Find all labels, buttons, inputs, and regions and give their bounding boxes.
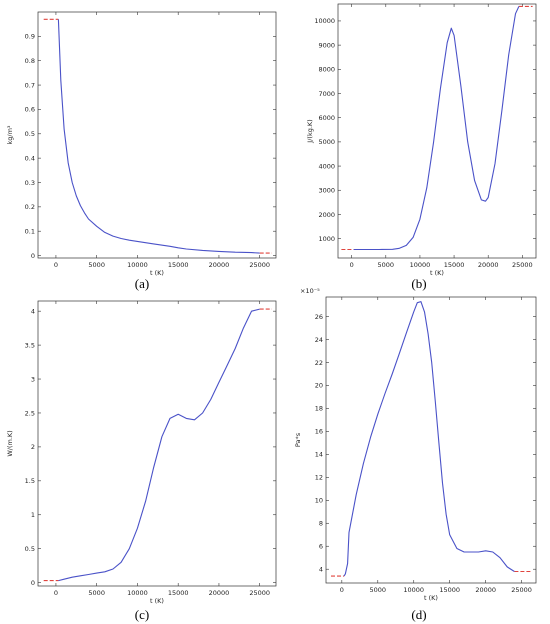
y-axis-label: J/(kg.K) bbox=[306, 119, 314, 143]
y-tick-label: 0.2 bbox=[25, 203, 35, 211]
x-axis-label: t (K) bbox=[430, 269, 444, 277]
y-tick-label: 3.5 bbox=[25, 341, 35, 349]
y-tick-label: 2000 bbox=[318, 211, 335, 219]
x-tick-label: 0 bbox=[340, 586, 344, 594]
y-tick-label: 8000 bbox=[318, 66, 335, 74]
x-tick-label: 25000 bbox=[512, 261, 533, 269]
x-tick-label: 0 bbox=[54, 261, 58, 269]
y-tick-label: 10000 bbox=[314, 17, 335, 25]
x-tick-label: 10000 bbox=[127, 261, 148, 269]
plot-frame bbox=[337, 3, 537, 259]
x-tick-label: 20000 bbox=[209, 261, 230, 269]
x-tick-label: 10000 bbox=[410, 261, 431, 269]
y-tick-label: 10 bbox=[315, 497, 323, 505]
y-tick-label: 24 bbox=[315, 336, 323, 344]
y-tick-label: 1 bbox=[31, 511, 35, 519]
y-tick-label: 0.8 bbox=[25, 57, 35, 65]
x-tick-label: 0 bbox=[350, 261, 354, 269]
y-tick-label: 0.3 bbox=[25, 179, 35, 187]
plot-frame bbox=[37, 300, 277, 587]
y-tick-label: 4 bbox=[31, 307, 35, 315]
x-tick-label: 0 bbox=[54, 589, 58, 597]
y-tick-label: 9000 bbox=[318, 41, 335, 49]
y-tick-label: 6000 bbox=[318, 114, 335, 122]
x-tick-label: 25000 bbox=[249, 261, 270, 269]
panel-c: 0 5000 10000 15000 20000 25000 0 0.5 1 1.5 2 2.5 3 3.… bbox=[6, 300, 277, 605]
x-tick-label: 10000 bbox=[403, 586, 424, 594]
series-line bbox=[57, 19, 260, 254]
y-tick-label: 0.5 bbox=[25, 545, 35, 553]
y-tick-label: 1.5 bbox=[25, 477, 35, 485]
y-tick-label: 2.5 bbox=[25, 409, 35, 417]
x-tick-label: 5000 bbox=[88, 261, 105, 269]
x-tick-label: 25000 bbox=[249, 589, 270, 597]
panel-caption-d: (d) bbox=[411, 607, 426, 622]
y-tick-label: 6 bbox=[319, 543, 323, 551]
y-tick-label: 2 bbox=[31, 443, 35, 451]
panel-b: 0 5000 10000 15000 20000 25000 1000 2000 3000 400… bbox=[306, 3, 537, 277]
y-axis-label: Pa*s bbox=[294, 432, 302, 447]
y-tick-label: 12 bbox=[315, 474, 323, 482]
x-tick-label: 5000 bbox=[378, 261, 395, 269]
y-tick-label: 1000 bbox=[318, 235, 335, 243]
y-tick-label: 4 bbox=[319, 566, 323, 574]
x-tick-label: 20000 bbox=[475, 586, 496, 594]
series-line bbox=[353, 6, 520, 251]
y-exponent-label: ×10⁻⁵ bbox=[300, 287, 320, 295]
y-axis-label: kg/m³ bbox=[6, 125, 14, 144]
x-tick-label: 5000 bbox=[370, 586, 387, 594]
x-tick-label: 15000 bbox=[168, 261, 189, 269]
y-tick-label: 8 bbox=[319, 520, 323, 528]
plot-frame bbox=[325, 296, 537, 584]
y-tick-label: 26 bbox=[315, 313, 323, 321]
y-tick-label: 0.7 bbox=[25, 81, 35, 89]
x-tick-label: 15000 bbox=[439, 586, 460, 594]
x-axis-label: t (K) bbox=[424, 594, 438, 602]
panel-d: 0 5000 10000 15000 20000 25000 4 6 8 10 12 14 16 18 20… bbox=[294, 287, 537, 602]
series-line bbox=[58, 308, 260, 582]
y-tick-label: 18 bbox=[315, 405, 323, 413]
x-axis-label: t (K) bbox=[150, 597, 164, 605]
series-line bbox=[343, 301, 515, 577]
y-tick-label: 0.4 bbox=[25, 154, 35, 162]
y-tick-label: 0 bbox=[31, 252, 35, 260]
y-tick-label: 22 bbox=[315, 359, 323, 367]
plot-frame bbox=[37, 11, 277, 259]
y-tick-label: 3 bbox=[31, 375, 35, 383]
y-tick-label: 20 bbox=[315, 382, 323, 390]
x-tick-label: 15000 bbox=[168, 589, 189, 597]
panel-caption-c: (c) bbox=[135, 607, 149, 622]
y-tick-label: 7000 bbox=[318, 90, 335, 98]
y-tick-label: 0.6 bbox=[25, 106, 35, 114]
y-tick-label: 0.9 bbox=[25, 33, 35, 41]
y-tick-label: 0.1 bbox=[25, 228, 35, 236]
panel-caption-b: (b) bbox=[411, 276, 426, 291]
x-tick-label: 10000 bbox=[127, 589, 148, 597]
x-tick-label: 15000 bbox=[444, 261, 465, 269]
x-tick-label: 5000 bbox=[88, 589, 105, 597]
x-tick-label: 20000 bbox=[209, 589, 230, 597]
x-axis-label: t (K) bbox=[150, 269, 164, 277]
y-tick-label: 16 bbox=[315, 428, 323, 436]
panel-caption-a: (a) bbox=[135, 276, 149, 291]
x-tick-label: 25000 bbox=[511, 586, 532, 594]
y-tick-label: 3000 bbox=[318, 187, 335, 195]
x-tick-label: 20000 bbox=[478, 261, 499, 269]
y-tick-label: 0 bbox=[31, 579, 35, 587]
y-tick-label: 14 bbox=[315, 451, 323, 459]
y-tick-label: 5000 bbox=[318, 138, 335, 146]
y-axis-label: W/(m.K) bbox=[6, 430, 14, 456]
y-tick-label: 4000 bbox=[318, 162, 335, 170]
panel-a: 0 5000 10000 15000 20000 25000 0 0.1 0.2 0.3 0.4 0.… bbox=[6, 11, 277, 277]
y-tick-label: 0.5 bbox=[25, 130, 35, 138]
